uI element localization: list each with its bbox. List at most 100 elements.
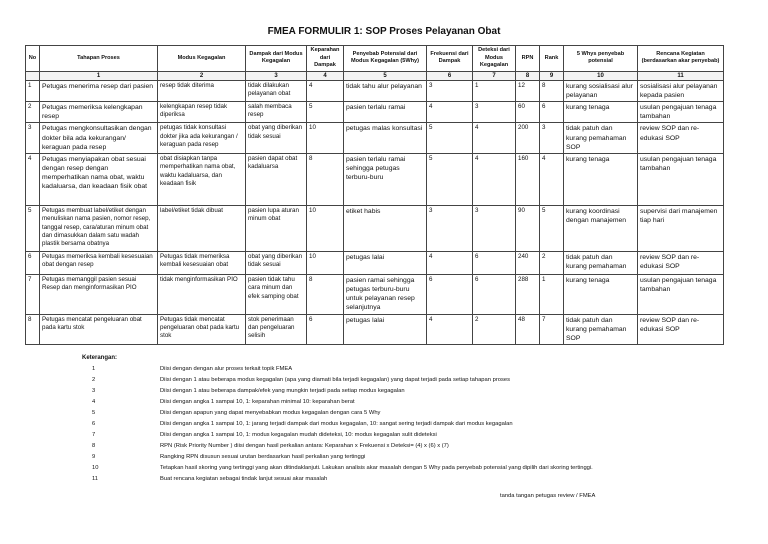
note-item: 5 Diisi dengan apapun yang dapat menyebab… (0, 409, 768, 420)
table-cell: 12 (515, 79, 540, 103)
note-number: 2 (92, 377, 96, 384)
column-number: 1 (39, 70, 158, 81)
note-text: Diisi dengan angka 1 sampai 10, 1: modus… (160, 432, 437, 439)
header-row: No Tahapan Proses Modus Kegagalan Dampak da… (25, 45, 724, 72)
column-number: 3 (245, 70, 307, 81)
table-cell: resep tidak diterima (157, 79, 246, 103)
note-item: 7 Diisi dengan angka 1 sampai 10, 1: modu… (0, 431, 768, 442)
table-cell: kurang tenaga (563, 273, 638, 315)
note-item: 1 Diisi dengan dengan alur proses terkait… (0, 365, 768, 376)
table-cell: 1 (25, 79, 40, 103)
table-cell: tidak patuh dan kurang pemahaman SOP (563, 122, 638, 154)
table-cell: 5 (306, 101, 344, 124)
note-text: Diisi dengan 1 atau beberapa dampak/efek… (160, 388, 405, 395)
table-cell: Petugas mencatat pengeluaran obat pada k… (39, 313, 158, 346)
table-cell: 60 (515, 101, 540, 124)
note-number: 10 (92, 465, 99, 472)
column-header: 5 Whys penyebab potensial (563, 45, 638, 72)
column-number: 4 (306, 70, 344, 81)
note-item: 4 Diisi dengan angka 1 sampai 10, 1: kepa… (0, 398, 768, 409)
column-header: Tahapan Proses (39, 45, 158, 72)
column-number: 7 (472, 70, 516, 81)
table-cell: 5 (426, 152, 473, 206)
note-number: 4 (92, 399, 96, 406)
table-cell: 6 (306, 313, 344, 346)
note-number: 11 (92, 476, 99, 483)
note-item: 9 Rangking RPN disusun sesuai urutan berd… (0, 453, 768, 464)
column-header: Penyebab Potensial dari Modus Kegagalan … (343, 45, 427, 72)
column-number: 2 (157, 70, 246, 81)
note-text: Buat rencana kegiatan sebagai tindak lan… (160, 476, 328, 483)
table-cell: 7 (539, 313, 564, 346)
table-row: 3 Petugas mengkonsultasikan dengan dokter… (25, 122, 724, 154)
table-cell: 3 (25, 122, 40, 154)
table-cell: tidak patuh dan kurang pemahaman SOP (563, 313, 638, 346)
note-number: 6 (92, 421, 96, 428)
note-text: Rangking RPN disusun sesuai urutan berda… (160, 454, 366, 461)
table-cell: 4 (306, 79, 344, 103)
table-cell: Petugas tidak mencatat pengeluaran obat … (157, 313, 246, 346)
table-cell: petugas malas konsultasi (343, 122, 427, 154)
table-cell: usulan pengajuan tenaga tambahan (637, 152, 724, 206)
table-cell: Petugas memanggil pasien sesuai Resep da… (39, 273, 158, 315)
column-number-row: 1 2 3 4 5 6 7 8 9 10 11 (25, 70, 724, 81)
column-header: No (25, 45, 40, 72)
table-cell: 200 (515, 122, 540, 154)
table-cell: supervisi dari manajemen tiap hari (637, 204, 724, 252)
table-cell: Petugas menyiapakan obat sesuai dengan r… (39, 152, 158, 206)
table-cell: petugas lalai (343, 250, 427, 275)
note-text: Diisi dengan apapun yang dapat menyebabk… (160, 410, 381, 417)
column-number: 11 (637, 70, 724, 81)
table-cell: 10 (306, 250, 344, 275)
page-title: FMEA FORMULIR 1: SOP Proses Pelayanan Ob… (267, 26, 501, 37)
table-cell: kurang tenaga (563, 101, 638, 124)
table-cell: 8 (539, 79, 564, 103)
table-cell: 4 (472, 122, 516, 154)
table-cell: pasien terlalu ramai (343, 101, 427, 124)
table-cell: 90 (515, 204, 540, 252)
table-cell: Petugas memeriksa kelengkapan resep (39, 101, 158, 124)
table-cell: 3 (539, 122, 564, 154)
column-header: Rank (539, 45, 564, 72)
table-cell: kelengkapan resep tidak diperiksa (157, 101, 246, 124)
table-cell: review SOP dan re-edukasi SOP (637, 122, 724, 154)
table-cell: kurang sosialisasi alur pelayanan (563, 79, 638, 103)
table-cell: pasien lupa aturan minum obat (245, 204, 307, 252)
column-header: Frekuensi dari Dampak (426, 45, 473, 72)
table-cell: 8 (25, 313, 40, 346)
table-cell: stok penerimaan dan pengeluaran selisih (245, 313, 307, 346)
note-item: 10 Tetapkan hasil skoring yang tertinggi … (0, 464, 768, 475)
table-cell: usulan pengajuan tenaga tambahan (637, 273, 724, 315)
note-item: 2 Diisi dengan 1 atau beberapa modus kega… (0, 376, 768, 387)
column-header: Rencana Kegiatan (berdasarkan akar penye… (637, 45, 724, 72)
column-header: Keparahan dari Dampak (306, 45, 344, 72)
table-cell: 4 (472, 152, 516, 206)
table-cell: 7 (25, 273, 40, 315)
column-number (25, 70, 40, 81)
table-cell: 3 (472, 204, 516, 252)
table-cell: kurang koordinasi dengan manajemen (563, 204, 638, 252)
table-cell: salah membaca resep (245, 101, 307, 124)
table-row: 4 Petugas menyiapakan obat sesuai dengan … (25, 152, 724, 206)
table-cell: petugas tidak konsultasi dokter jika ada… (157, 122, 246, 154)
note-number: 7 (92, 432, 96, 439)
note-number: 5 (92, 410, 96, 417)
column-number: 10 (563, 70, 638, 81)
table-cell: etiket habis (343, 204, 427, 252)
table-cell: obat disiapkan tanpa memperhatikan nama … (157, 152, 246, 206)
table-cell: sosialisasi alur pelayanan kepada pasien (637, 79, 724, 103)
table-cell: 240 (515, 250, 540, 275)
table-cell: 5 (539, 204, 564, 252)
table-cell: 288 (515, 273, 540, 315)
table-cell: 2 (539, 250, 564, 275)
note-text: RPN (Risk Priority Number ) diisi dengan… (160, 443, 449, 450)
column-number: 9 (539, 70, 564, 81)
table-cell: 3 (426, 79, 473, 103)
table-row: 8 Petugas mencatat pengeluaran obat pada … (25, 313, 724, 346)
note-text: Tetapkan hasil skoring yang tertinggi ya… (160, 465, 593, 472)
table-cell: petugas lalai (343, 313, 427, 346)
table-row: 7 Petugas memanggil pasien sesuai Resep d… (25, 273, 724, 315)
note-item: 8 RPN (Risk Priority Number ) diisi denga… (0, 442, 768, 453)
table-cell: pasien dapat obat kadaluarsa (245, 152, 307, 206)
note-number: 8 (92, 443, 96, 450)
